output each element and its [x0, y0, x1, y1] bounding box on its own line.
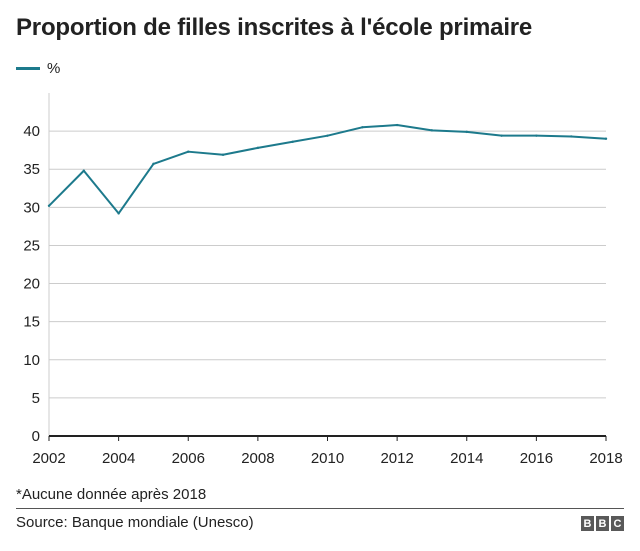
x-tick-label: 2004	[102, 450, 135, 467]
x-tick-label: 2016	[520, 450, 553, 467]
bbc-logo: B B C	[581, 516, 624, 531]
footer-divider	[16, 508, 624, 509]
data-point	[256, 146, 260, 150]
x-tick-label: 2018	[589, 450, 622, 467]
data-point	[465, 130, 468, 134]
data-point	[47, 204, 51, 208]
legend-label: %	[47, 60, 61, 77]
bbc-logo-letter: C	[611, 516, 624, 531]
x-tick-label: 2002	[32, 450, 65, 467]
bbc-logo-letter: B	[596, 516, 609, 531]
x-tick-label: 2006	[172, 450, 205, 467]
legend-swatch	[16, 67, 40, 70]
y-tick-label: 5	[32, 390, 40, 407]
data-point	[604, 137, 608, 140]
x-tick-label: 2012	[380, 450, 413, 467]
data-point	[291, 140, 294, 143]
y-tick-label: 0	[32, 428, 40, 445]
data-point	[569, 135, 573, 138]
source-text: Source: Banque mondiale (Unesco)	[16, 514, 254, 531]
chart-title: Proportion de filles inscrites à l'école…	[16, 14, 533, 41]
data-point	[117, 212, 120, 215]
y-tick-label: 25	[23, 237, 40, 254]
x-tick-label: 2010	[311, 450, 344, 467]
legend: %	[16, 60, 60, 77]
y-tick-label: 10	[23, 352, 40, 369]
data-point	[221, 153, 225, 156]
bbc-logo-letter: B	[581, 516, 594, 531]
footnote: *Aucune donnée après 2018	[16, 486, 207, 503]
y-tick-label: 15	[23, 314, 40, 331]
data-point	[187, 150, 190, 153]
y-tick-label: 20	[23, 276, 40, 293]
data-point	[535, 134, 538, 137]
data-point	[152, 162, 155, 166]
data-point	[395, 123, 399, 127]
y-tick-label: 35	[23, 161, 40, 178]
x-tick-label: 2008	[241, 450, 274, 467]
data-point	[500, 134, 503, 137]
y-tick-label: 40	[23, 123, 40, 140]
data-point	[430, 129, 434, 132]
y-tick-label: 30	[23, 199, 40, 216]
x-tick-label: 2014	[450, 450, 483, 467]
data-point	[82, 169, 86, 172]
data-point	[361, 126, 364, 129]
data-point	[326, 134, 329, 137]
